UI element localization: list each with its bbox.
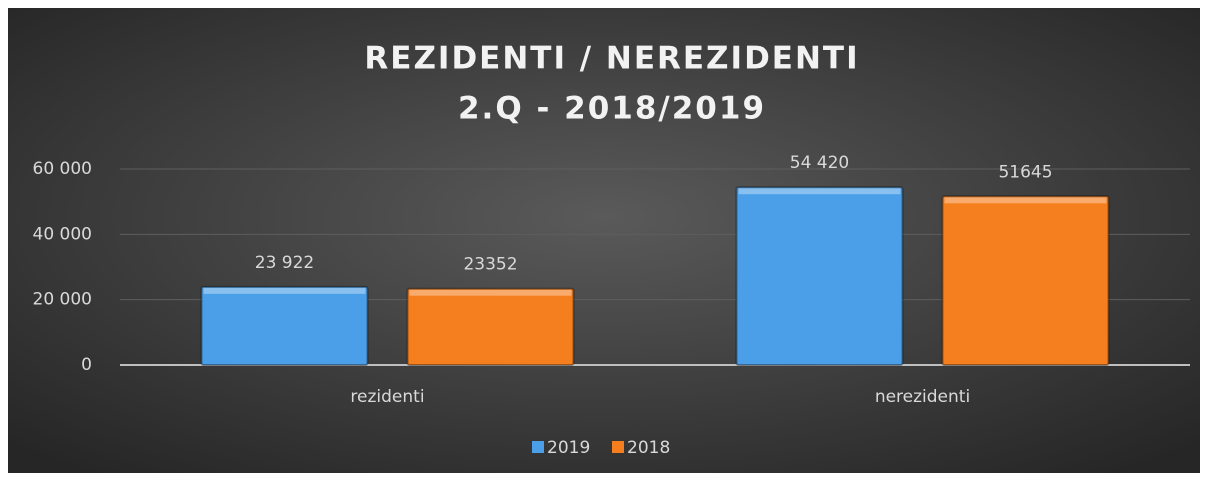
data-label: 23352 — [463, 255, 517, 275]
data-label: 23 922 — [255, 253, 314, 273]
bar-highlight — [409, 289, 572, 296]
chart-title: REZIDENTI / NEREZIDENTI — [364, 41, 859, 77]
bar-highlight — [738, 188, 901, 195]
chart-title: 2.Q - 2018/2019 — [458, 91, 766, 127]
legend-swatch — [612, 441, 624, 453]
bar — [406, 287, 575, 366]
data-label: 51645 — [998, 162, 1052, 182]
bar — [735, 186, 904, 366]
bar — [200, 285, 369, 366]
bar — [941, 195, 1110, 366]
data-label: 54 420 — [790, 153, 849, 173]
y-tick-label: 0 — [81, 355, 92, 375]
x-tick-label: rezidenti — [350, 387, 424, 407]
bar-highlight — [203, 287, 366, 294]
y-tick-label: 40 000 — [33, 224, 92, 244]
x-tick-label: nerezidenti — [875, 387, 970, 407]
y-tick-label: 20 000 — [33, 290, 92, 310]
y-tick-label: 60 000 — [33, 159, 92, 179]
legend-label: 2018 — [627, 438, 670, 458]
legend-swatch — [532, 441, 544, 453]
bar-highlight — [944, 197, 1107, 204]
legend-label: 2019 — [547, 438, 590, 458]
